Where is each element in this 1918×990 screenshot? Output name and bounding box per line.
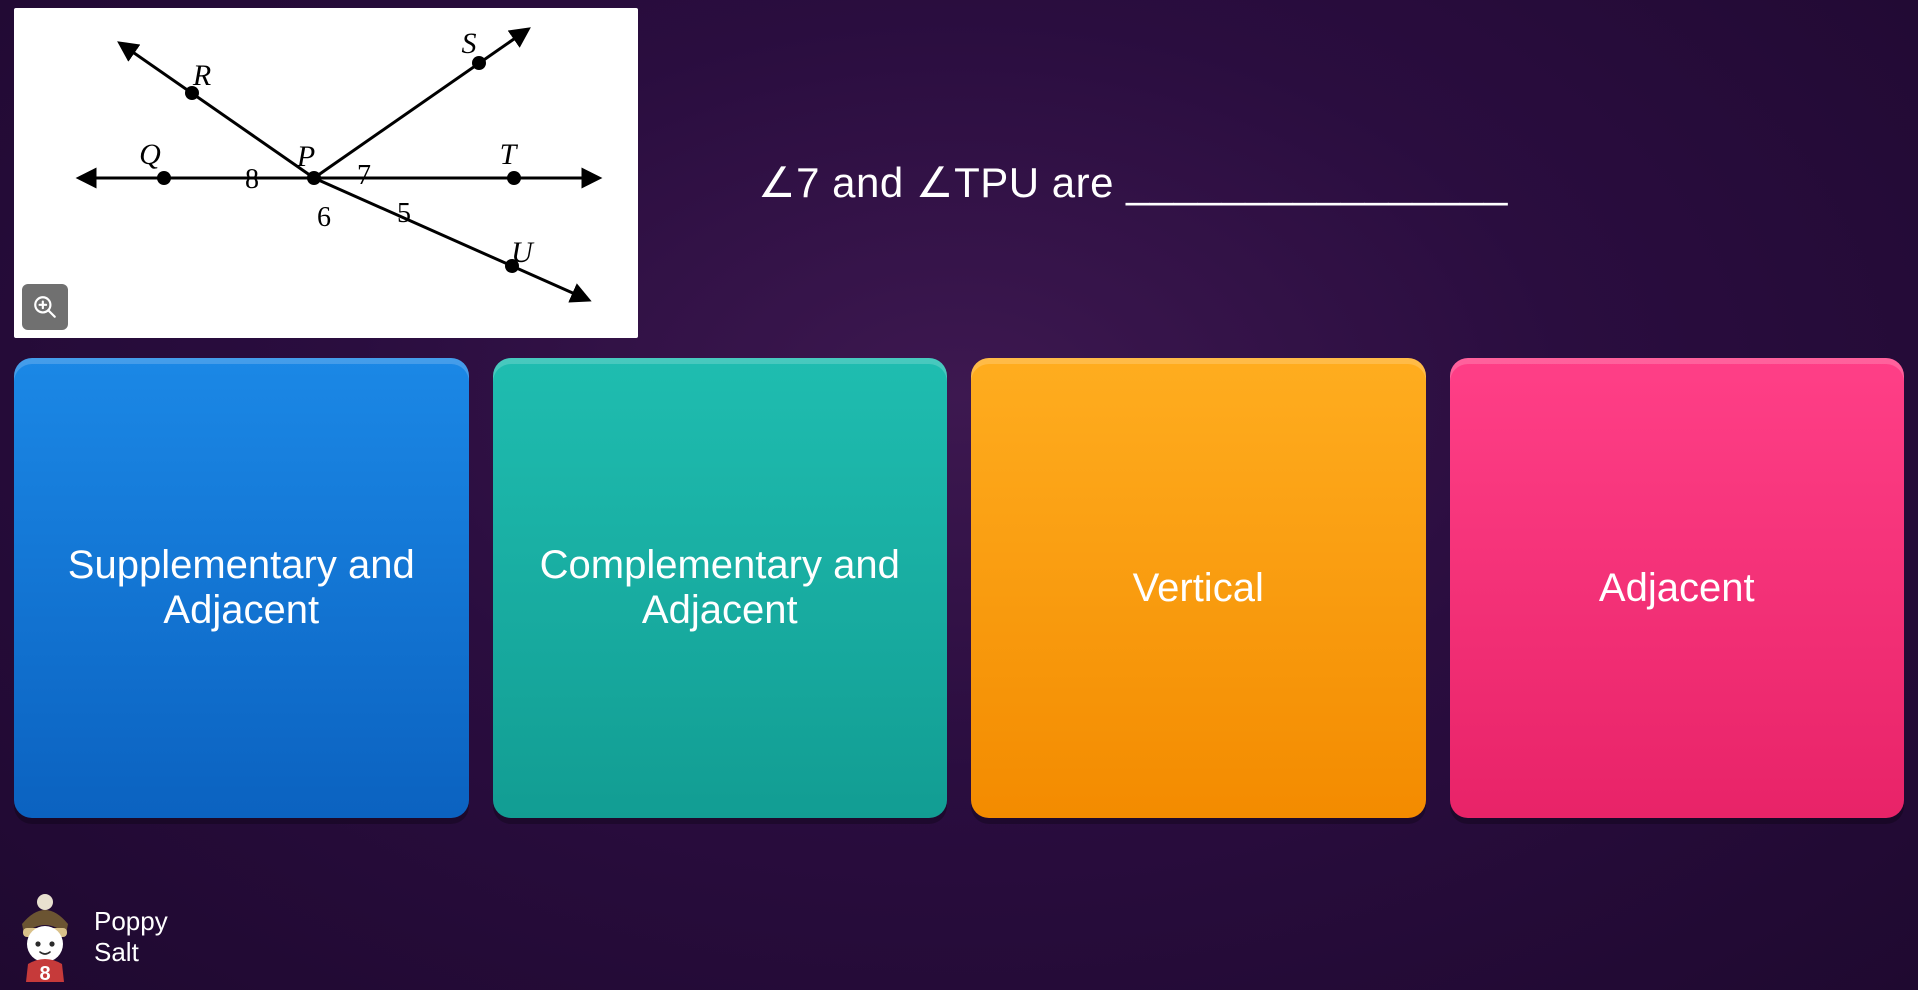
answer-option-3-label: Vertical — [1133, 566, 1264, 611]
answer-option-1[interactable]: Supplementary and Adjacent — [14, 358, 469, 818]
svg-text:P: P — [296, 140, 315, 173]
avatar-icon: 8 — [10, 892, 80, 982]
question-area: P Q T R U S 8 76 5 ∠7 and ∠TPU are ____________… — [0, 0, 1918, 358]
player-name: Poppy Salt — [94, 906, 168, 968]
svg-text:U: U — [511, 236, 535, 269]
svg-text:T: T — [500, 138, 519, 171]
player-info: 8 Poppy Salt — [10, 892, 168, 982]
svg-text:7: 7 — [357, 160, 371, 191]
answer-option-4-label: Adjacent — [1599, 566, 1755, 611]
svg-text:R: R — [192, 59, 211, 92]
svg-text:S: S — [462, 27, 477, 60]
player-name-line1: Poppy — [94, 906, 168, 937]
answer-option-2-label: Complementary and Adjacent — [521, 543, 920, 633]
svg-text:8: 8 — [245, 164, 259, 195]
answer-option-2[interactable]: Complementary and Adjacent — [493, 358, 948, 818]
answer-options: Supplementary and Adjacent Complementary… — [0, 358, 1918, 818]
player-name-line2: Salt — [94, 937, 168, 968]
svg-text:Q: Q — [139, 138, 161, 171]
answer-option-4[interactable]: Adjacent — [1450, 358, 1905, 818]
svg-text:6: 6 — [317, 202, 331, 233]
jersey-number-text: 8 — [39, 963, 50, 982]
magnify-plus-icon — [32, 294, 58, 320]
zoom-diagram-button[interactable] — [22, 284, 68, 330]
answer-option-3[interactable]: Vertical — [971, 358, 1426, 818]
svg-text:5: 5 — [397, 198, 411, 229]
player-avatar: 8 — [10, 892, 80, 982]
angle-diagram-svg: P Q T R U S 8 76 5 — [14, 8, 638, 338]
question-text: ∠7 and ∠TPU are ________________ — [758, 158, 1508, 207]
question-diagram: P Q T R U S 8 76 5 — [14, 8, 638, 338]
answer-option-1-label: Supplementary and Adjacent — [42, 543, 441, 633]
